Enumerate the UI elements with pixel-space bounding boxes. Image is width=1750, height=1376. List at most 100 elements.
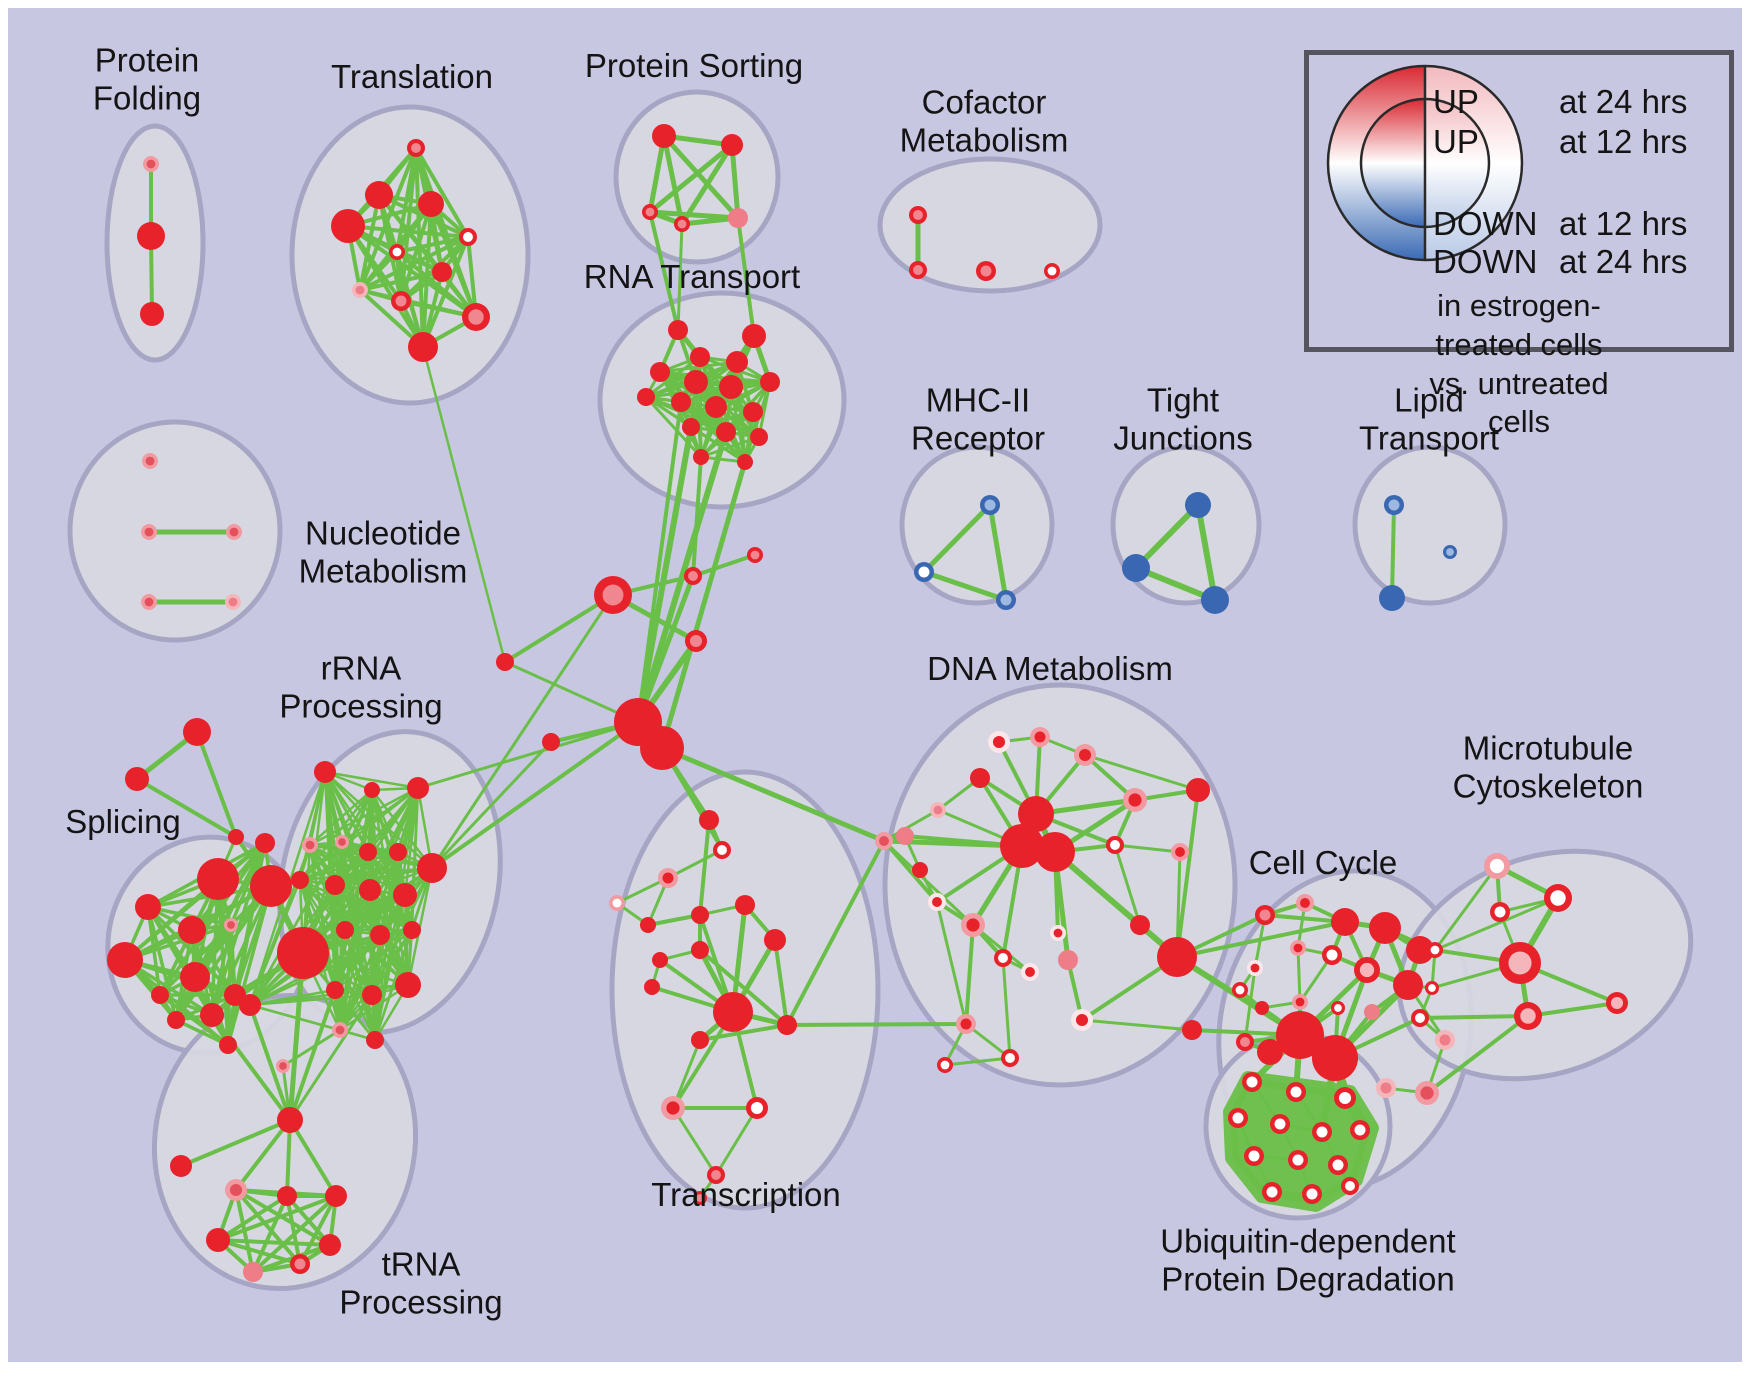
cluster-cellcycle-node-12-core <box>1295 997 1305 1007</box>
cluster-splicing-node-0 <box>197 858 239 900</box>
cluster-tight-node-2 <box>1201 586 1229 614</box>
edge <box>659 459 748 751</box>
cluster-translation-node-3 <box>331 209 365 243</box>
edge <box>1083 753 1200 792</box>
edge <box>882 808 940 843</box>
cluster-splicing-node-11 <box>219 1036 237 1054</box>
legend-word-down-12: DOWN <box>1433 205 1538 242</box>
cluster-rna_transport-node-16 <box>737 454 753 470</box>
legend-box: UP at 24 hrs UP at 12 hrs DOWN at 12 hrs… <box>1304 50 1734 439</box>
cluster-label-translation: Translation <box>330 57 494 95</box>
legend-time-down-24: at 24 hrs <box>1559 243 1688 280</box>
edge <box>287 950 306 1123</box>
cluster-rrna-node-10 <box>359 879 381 901</box>
cluster-label-microtubule-cytoskeleton: Microtubule Cytoskeleton <box>1452 729 1644 805</box>
cluster-translation-node-6 <box>432 262 452 282</box>
cluster-transcription-node-1-core <box>717 845 727 855</box>
cluster-splicing-node-10 <box>167 1011 185 1029</box>
edge <box>679 400 747 464</box>
cluster-cellcycle-node-5-core <box>1293 943 1303 953</box>
edge <box>210 1013 292 1122</box>
edge <box>226 923 233 1047</box>
cluster-microtubule-node-8-core <box>1415 1013 1425 1023</box>
edge <box>338 928 414 1032</box>
legend-word-up-24: UP <box>1433 83 1479 120</box>
cluster-nucleotide-node-2-core <box>229 527 239 537</box>
edge <box>195 730 238 839</box>
cluster-cellcycle-node-15 <box>1276 1011 1324 1059</box>
edge <box>1113 843 1182 854</box>
edge <box>882 839 975 927</box>
cluster-nucleotide-node-3-core <box>144 597 154 607</box>
edge <box>346 224 425 349</box>
cluster-splicing-node-4 <box>107 942 143 978</box>
edge <box>298 866 434 882</box>
cluster-cellcycle-node-11 <box>1255 1001 1269 1015</box>
cluster-dna-node-6 <box>1000 824 1044 868</box>
cluster-translation-node-9-core <box>468 309 484 325</box>
cluster-microtubule-node-4-core <box>1520 1008 1536 1024</box>
cluster-cellcycle-node-7-core <box>1359 962 1375 978</box>
edge <box>338 933 382 1032</box>
cluster-lipid-node-2-core <box>1446 548 1454 556</box>
cluster-dna-node-1-core <box>1034 731 1046 743</box>
edge <box>689 425 747 464</box>
legend-caption: in estrogen-treated cells vs. untreated … <box>1429 288 1609 440</box>
cluster-transcription-node-12 <box>777 1015 797 1035</box>
cluster-translation-node-8-core <box>395 295 407 307</box>
cluster-dna-node-8-core <box>1128 793 1142 807</box>
cluster-microtubule-node-9-core <box>1439 1034 1451 1046</box>
cluster-dna-node-17 <box>1058 950 1078 970</box>
cluster-splicing-node-7 <box>151 986 169 1004</box>
cluster-cellcycle-node-3 <box>1369 912 1401 944</box>
edge <box>430 720 640 870</box>
edge <box>333 888 372 992</box>
cluster-dna-node-20-core <box>960 1018 972 1030</box>
cluster-rrna-node-7 <box>417 853 447 883</box>
cluster-label-dna-metabolism: DNA Metabolism <box>927 649 1173 687</box>
cluster-dna-node-16-core <box>998 953 1008 963</box>
cluster-transcription-node-7 <box>764 929 786 951</box>
cluster-chain-node-6 <box>542 733 560 751</box>
cluster-microtubule-node-10-core <box>1420 1086 1434 1100</box>
legend-time-24: at 24 hrs <box>1559 83 1688 120</box>
edge <box>636 400 683 724</box>
cluster-ubiquitin-node-1-core <box>1290 1086 1302 1098</box>
edge <box>1175 920 1347 959</box>
cluster-rna_transport-node-14 <box>750 428 768 446</box>
edge <box>338 893 407 1032</box>
edge <box>135 777 238 839</box>
edge <box>785 839 886 1027</box>
cluster-cellcycle-node-10-core <box>1235 985 1245 995</box>
cluster-rrna-node-19-core <box>335 1025 345 1035</box>
cluster-ubiquitin-node-4-core <box>1274 1118 1286 1130</box>
cluster-dna-node-22-core <box>1005 1053 1015 1063</box>
edge <box>158 993 230 1047</box>
cluster-transcription-node-4 <box>640 917 656 933</box>
cluster-dna-node-19-core <box>1075 1013 1089 1027</box>
cluster-ubiquitin-node-9-core <box>1332 1159 1344 1171</box>
edge <box>661 133 685 227</box>
cluster-label-nucleotide-metabolism: Nucleotide Metabolism <box>298 514 468 590</box>
cluster-trna-node-9-core <box>294 1258 306 1270</box>
cluster-rrna-node-15 <box>403 921 421 939</box>
edge <box>635 429 729 725</box>
cluster-trna-node-6 <box>206 1228 230 1252</box>
cluster-splicing-node-2 <box>135 894 161 920</box>
edge <box>429 202 478 319</box>
cluster-protein_folding-node-2 <box>140 302 164 326</box>
cluster-ubiquitin-node-3-core <box>1232 1112 1244 1124</box>
cluster-cellcycle-node-17 <box>1257 1039 1283 1065</box>
edge <box>216 1238 332 1247</box>
cluster-trna-node-4 <box>277 1186 297 1206</box>
edge <box>123 923 233 962</box>
cluster-dna-node-5 <box>1018 796 1054 832</box>
cluster-trna-node-0 <box>277 1107 303 1133</box>
cluster-rna_transport-node-8 <box>637 388 655 406</box>
cluster-cellcycle-node-9-core <box>1250 963 1260 973</box>
cluster-rna_transport-node-9 <box>671 392 691 412</box>
cluster-cofactor-node-2-core <box>980 265 992 277</box>
edge <box>503 660 640 724</box>
cluster-rrna-node-8 <box>291 871 309 889</box>
cluster-rna_transport-node-12 <box>682 418 700 436</box>
